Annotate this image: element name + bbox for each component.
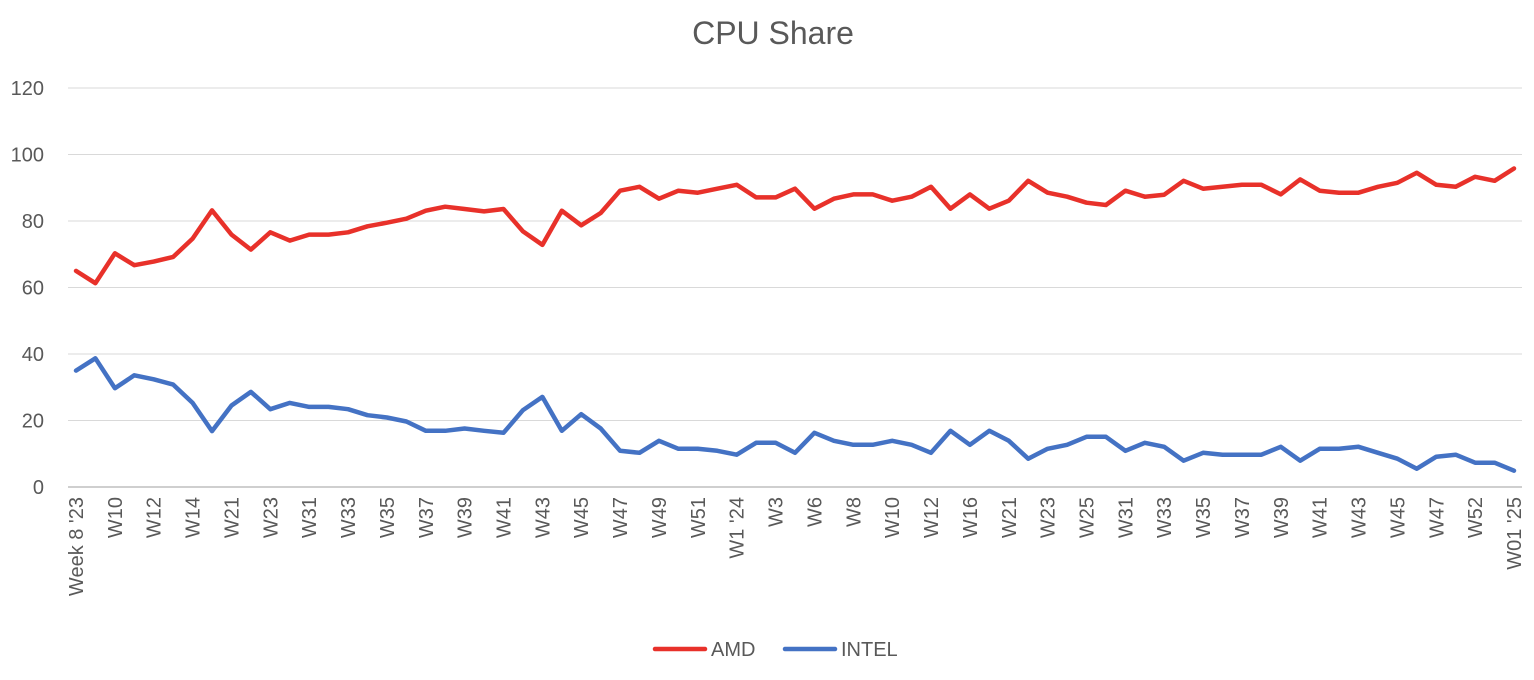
y-tick-label: 0 xyxy=(33,477,44,499)
y-axis-ticks: 0 20 40 60 80 100 120 xyxy=(11,78,44,499)
y-tick-label: 40 xyxy=(22,344,44,366)
y-tick-label: 20 xyxy=(22,411,44,433)
series-lines xyxy=(73,166,1517,473)
x-tick-label: Week 8 '23 xyxy=(66,497,88,596)
x-tick-label: W47 xyxy=(610,497,632,538)
x-tick-label: W1 '24 xyxy=(727,497,749,559)
y-tick-label: 100 xyxy=(11,145,44,167)
x-tick-label: W10 xyxy=(105,497,127,538)
x-tick-label: W45 xyxy=(1387,497,1409,538)
x-tick-label: W49 xyxy=(649,497,671,538)
x-tick-label: W47 xyxy=(1426,497,1448,538)
x-tick-label: W35 xyxy=(1193,497,1215,538)
x-tick-label: W37 xyxy=(1232,497,1254,538)
x-tick-label: W31 xyxy=(1115,497,1137,538)
x-tick-label: W41 xyxy=(494,497,516,538)
legend: AMD INTEL xyxy=(652,639,898,661)
chart-title: CPU Share xyxy=(692,15,854,51)
x-tick-label: W39 xyxy=(1271,497,1293,538)
x-tick-label: W52 xyxy=(1465,497,1487,538)
x-tick-label: W3 xyxy=(766,497,788,527)
gridlines xyxy=(68,87,1522,488)
x-tick-label: W45 xyxy=(571,497,593,538)
x-tick-label: W12 xyxy=(921,497,943,538)
series-line-intel xyxy=(73,356,1517,473)
x-tick-label: W23 xyxy=(1038,497,1060,538)
x-tick-label: W12 xyxy=(144,497,166,538)
x-tick-label: W6 xyxy=(804,497,826,527)
y-tick-label: 60 xyxy=(22,278,44,300)
y-tick-label: 120 xyxy=(11,78,44,100)
x-tick-label: W41 xyxy=(1310,497,1332,538)
x-tick-label: W21 xyxy=(999,497,1021,538)
legend-label-intel: INTEL xyxy=(841,639,898,661)
x-tick-label: W33 xyxy=(1154,497,1176,538)
x-tick-label: W10 xyxy=(882,497,904,538)
legend-label-amd: AMD xyxy=(711,639,755,661)
x-tick-label: W21 xyxy=(221,497,243,538)
x-tick-label: W31 xyxy=(299,497,321,538)
x-tick-label: W51 xyxy=(688,497,710,538)
x-tick-label: W39 xyxy=(455,497,477,538)
x-tick-label: W43 xyxy=(532,497,554,538)
x-tick-label: W33 xyxy=(338,497,360,538)
y-tick-label: 80 xyxy=(22,211,44,233)
x-axis-ticks: Week 8 '23 W10 W12 W14 W21 W23 W31 W33 W35 W37 W39… xyxy=(66,497,1526,596)
series-line-amd xyxy=(73,166,1517,286)
x-tick-label: W43 xyxy=(1349,497,1371,538)
x-tick-label: W14 xyxy=(183,497,205,538)
x-tick-label: W23 xyxy=(260,497,282,538)
x-tick-label: W8 xyxy=(843,497,865,527)
x-tick-label: W16 xyxy=(960,497,982,538)
x-tick-label: W37 xyxy=(416,497,438,538)
x-tick-label: W01 '25 xyxy=(1504,497,1526,570)
x-tick-label: W35 xyxy=(377,497,399,538)
x-tick-label: W25 xyxy=(1076,497,1098,538)
